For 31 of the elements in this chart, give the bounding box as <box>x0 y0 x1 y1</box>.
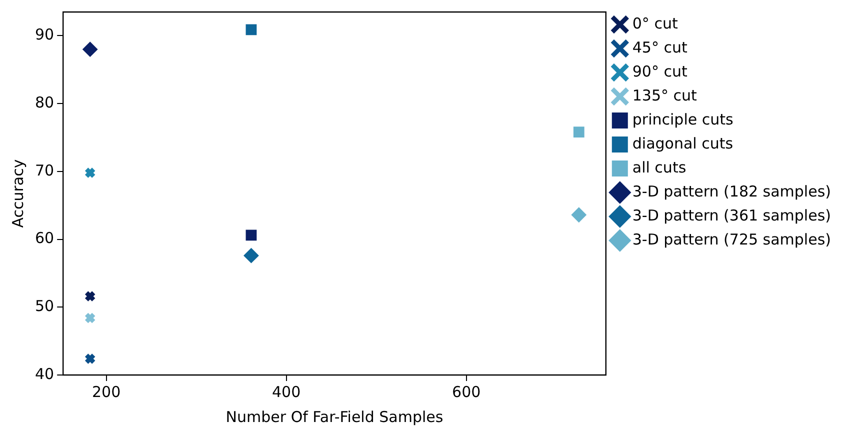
point <box>84 290 96 302</box>
y-tick-label: 60 <box>34 229 54 248</box>
x-axis-title: Number Of Far-Field Samples <box>226 408 444 426</box>
x-tick-label: 600 <box>452 382 481 401</box>
legend-label: diagonal cuts <box>632 134 734 152</box>
y-tick-label: 40 <box>34 364 54 383</box>
legend-label: principle cuts <box>632 110 734 128</box>
x-tick-label: 200 <box>92 382 121 401</box>
legend-label: 0° cut <box>632 14 678 32</box>
y-tick-label: 70 <box>34 161 54 180</box>
y-tick-label: 80 <box>34 93 54 112</box>
point <box>246 24 257 36</box>
y-tick-label: 90 <box>34 26 54 44</box>
point <box>573 126 584 138</box>
y-tick-label: 50 <box>34 297 54 316</box>
legend-label: 3-D pattern (182 samples) <box>632 182 832 200</box>
point <box>84 312 96 324</box>
point <box>82 42 98 57</box>
point <box>571 207 586 222</box>
point <box>246 230 257 241</box>
point <box>84 167 96 179</box>
legend-label: 135° cut <box>632 86 698 104</box>
legend-label: 3-D pattern (725 samples) <box>632 230 832 248</box>
legend-label: 3-D pattern (361 samples) <box>632 206 832 224</box>
x-tick-label: 400 <box>272 382 301 401</box>
legend-label: 45° cut <box>632 38 688 56</box>
point <box>244 248 259 264</box>
point <box>84 352 96 364</box>
legend-label: 90° cut <box>632 62 688 80</box>
legend-label: all cuts <box>632 158 686 176</box>
y-axis-title: Accuracy <box>8 159 27 228</box>
